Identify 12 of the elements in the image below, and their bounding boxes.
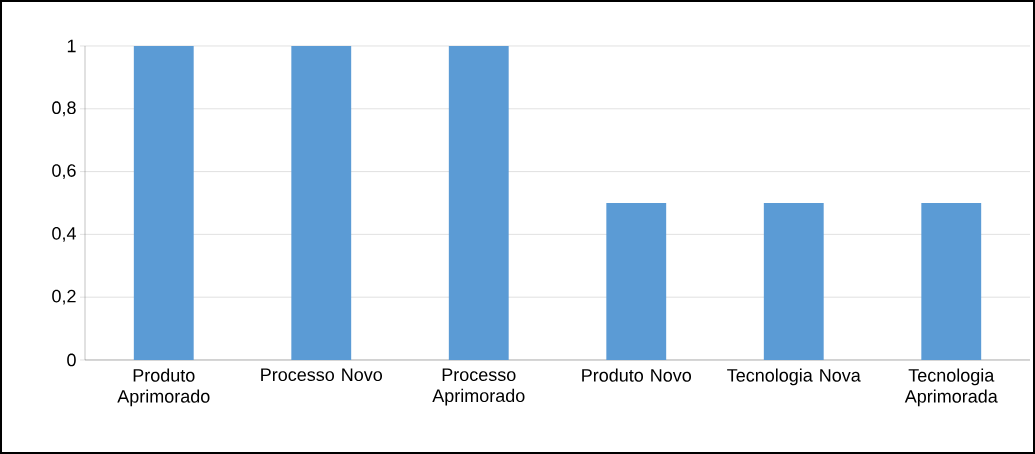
y-tick-label: 1 xyxy=(67,39,76,53)
y-tick-label: 0,8 xyxy=(52,101,76,117)
x-tick-label: Produto Aprimorado xyxy=(117,368,210,407)
x-tick-label: Tecnologia Aprimorada xyxy=(904,368,998,407)
x-tick-label: Processo Aprimorado xyxy=(432,368,525,406)
y-tick-label: 0,2 xyxy=(52,289,76,305)
x-tick-label: Processo Novo xyxy=(261,368,382,382)
y-tick-label: 0,6 xyxy=(52,164,76,180)
x-tick-label: Tecnologia Nova xyxy=(727,368,861,386)
y-tick-label: 0,4 xyxy=(52,226,76,242)
x-tick-label: Produto Novo xyxy=(582,368,692,382)
y-tick-label: 0 xyxy=(67,353,76,367)
